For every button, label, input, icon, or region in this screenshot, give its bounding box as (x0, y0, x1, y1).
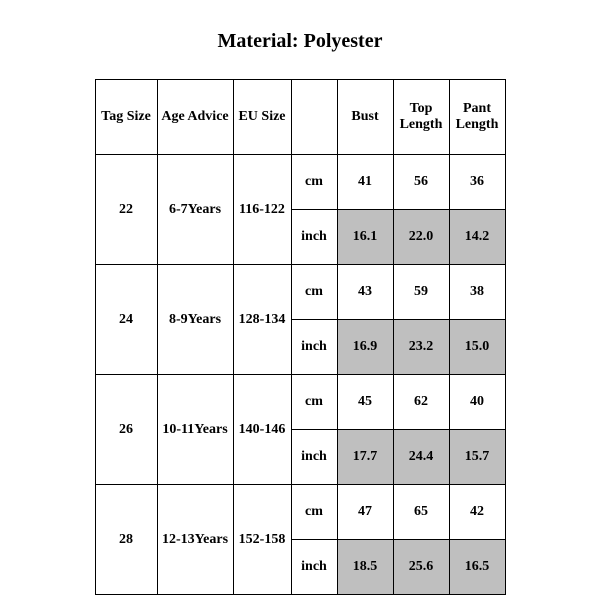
cell-tag-size: 28 (95, 485, 157, 595)
cell-top-length: 65 (393, 485, 449, 540)
cell-tag-size: 26 (95, 375, 157, 485)
cell-bust: 43 (337, 265, 393, 320)
cell-unit-inch: inch (291, 210, 337, 265)
cell-tag-size: 24 (95, 265, 157, 375)
cell-top-length: 24.4 (393, 430, 449, 485)
cell-unit-cm: cm (291, 485, 337, 540)
cell-unit-inch: inch (291, 540, 337, 595)
col-header-eu-size: EU Size (233, 80, 291, 155)
cell-bust: 47 (337, 485, 393, 540)
cell-bust: 18.5 (337, 540, 393, 595)
cell-pant-length: 42 (449, 485, 505, 540)
cell-top-length: 25.6 (393, 540, 449, 595)
cell-eu-size: 140-146 (233, 375, 291, 485)
cell-top-length: 59 (393, 265, 449, 320)
cell-tag-size: 22 (95, 155, 157, 265)
cell-pant-length: 36 (449, 155, 505, 210)
cell-pant-length: 15.0 (449, 320, 505, 375)
table-row: 26 10-11Years 140-146 cm 45 62 40 (95, 375, 505, 430)
col-header-bust: Bust (337, 80, 393, 155)
page: Material: Polyester Tag Size Age Advice … (0, 0, 600, 600)
page-title: Material: Polyester (0, 30, 600, 53)
cell-unit-cm: cm (291, 155, 337, 210)
cell-unit-cm: cm (291, 265, 337, 320)
cell-top-length: 56 (393, 155, 449, 210)
cell-bust: 16.1 (337, 210, 393, 265)
cell-unit-inch: inch (291, 430, 337, 485)
cell-age-advice: 8-9Years (157, 265, 233, 375)
table-body: 22 6-7Years 116-122 cm 41 56 36 inch 16.… (95, 155, 505, 595)
col-header-age-advice: Age Advice (157, 80, 233, 155)
cell-pant-length: 15.7 (449, 430, 505, 485)
cell-bust: 17.7 (337, 430, 393, 485)
cell-pant-length: 16.5 (449, 540, 505, 595)
col-header-pant-length: Pant Length (449, 80, 505, 155)
cell-eu-size: 128-134 (233, 265, 291, 375)
cell-bust: 41 (337, 155, 393, 210)
size-chart-table: Tag Size Age Advice EU Size Bust Top Len… (95, 79, 506, 595)
cell-unit-cm: cm (291, 375, 337, 430)
cell-age-advice: 6-7Years (157, 155, 233, 265)
cell-pant-length: 14.2 (449, 210, 505, 265)
cell-top-length: 23.2 (393, 320, 449, 375)
col-header-unit (291, 80, 337, 155)
cell-pant-length: 40 (449, 375, 505, 430)
cell-eu-size: 152-158 (233, 485, 291, 595)
cell-age-advice: 12-13Years (157, 485, 233, 595)
cell-bust: 16.9 (337, 320, 393, 375)
table-row: 24 8-9Years 128-134 cm 43 59 38 (95, 265, 505, 320)
cell-age-advice: 10-11Years (157, 375, 233, 485)
cell-top-length: 22.0 (393, 210, 449, 265)
table-header-row: Tag Size Age Advice EU Size Bust Top Len… (95, 80, 505, 155)
col-header-top-length: Top Length (393, 80, 449, 155)
cell-top-length: 62 (393, 375, 449, 430)
cell-unit-inch: inch (291, 320, 337, 375)
table-row: 22 6-7Years 116-122 cm 41 56 36 (95, 155, 505, 210)
cell-pant-length: 38 (449, 265, 505, 320)
cell-eu-size: 116-122 (233, 155, 291, 265)
table-row: 28 12-13Years 152-158 cm 47 65 42 (95, 485, 505, 540)
col-header-tag-size: Tag Size (95, 80, 157, 155)
cell-bust: 45 (337, 375, 393, 430)
